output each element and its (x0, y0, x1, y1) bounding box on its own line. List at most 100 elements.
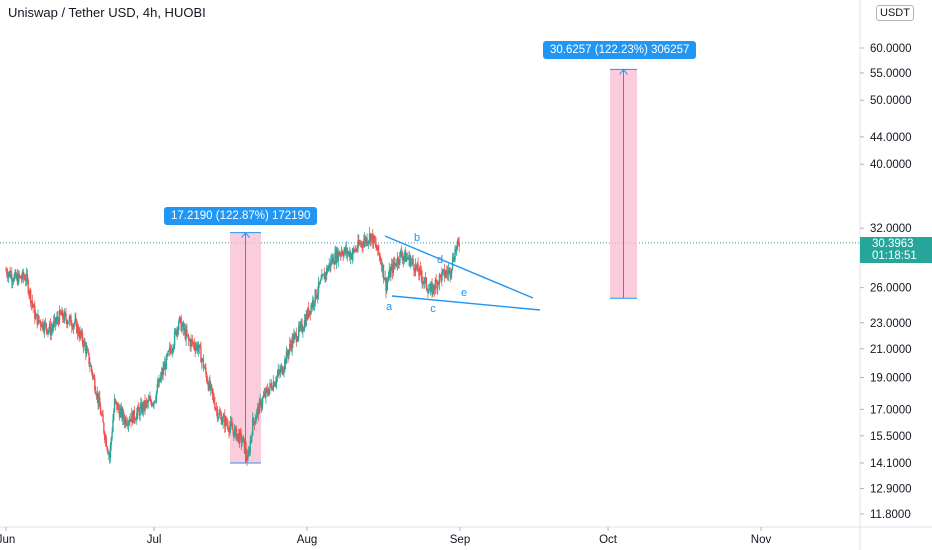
candle-body (252, 417, 255, 422)
candle (74, 312, 76, 327)
candle (13, 273, 15, 283)
candle (69, 315, 71, 321)
candle (40, 324, 43, 328)
candle-body (64, 312, 66, 314)
candle-body (222, 416, 224, 422)
candle (200, 341, 202, 363)
candle-body (381, 264, 384, 271)
candle-body (184, 328, 186, 339)
candle (20, 273, 23, 284)
candle (61, 306, 63, 316)
candle (279, 364, 281, 376)
candle-body (233, 430, 235, 437)
candle-body (372, 233, 374, 245)
candle-body (24, 277, 26, 281)
candle (250, 436, 252, 444)
candle (160, 367, 163, 384)
candle-body (373, 236, 376, 242)
candle-body (283, 368, 285, 373)
candle (211, 387, 214, 401)
candle (308, 310, 311, 318)
candle-body (449, 268, 451, 277)
candle (220, 411, 223, 426)
candle (136, 407, 138, 425)
candle (261, 398, 263, 414)
candle (441, 267, 443, 287)
candle-body (189, 340, 191, 347)
candle-body (255, 417, 257, 421)
candle (138, 407, 140, 420)
candle (446, 265, 449, 281)
candle (334, 246, 336, 265)
candle (44, 317, 47, 326)
candle-body (67, 322, 70, 324)
measure-label-1[interactable]: 17.2190 (122.87%) 172190 (164, 207, 318, 225)
price-tick-label: 32.0000 (870, 223, 912, 235)
candle (51, 321, 53, 336)
candle-body (23, 277, 25, 279)
candle (131, 407, 133, 423)
candle (429, 281, 432, 296)
candle (111, 427, 113, 442)
candle-body (364, 237, 367, 243)
candle (129, 413, 131, 422)
candle (363, 234, 365, 248)
candle-body (141, 403, 144, 413)
candle (10, 270, 12, 279)
candle (281, 365, 284, 376)
price-tick-label: 21.0000 (870, 344, 912, 356)
candle (338, 251, 340, 256)
candle-body (99, 397, 101, 407)
candle (76, 318, 78, 334)
candle (237, 433, 239, 442)
candle (24, 272, 26, 282)
candle (77, 323, 80, 337)
candle-body (279, 371, 281, 373)
candle-body (450, 273, 452, 277)
candle (226, 417, 228, 430)
candle-body (436, 281, 438, 289)
candle-body (208, 380, 210, 390)
candle (416, 261, 418, 271)
candle-body (437, 282, 440, 284)
candle-body (53, 321, 55, 328)
candle (321, 273, 324, 277)
candle-body (458, 242, 460, 247)
candle-body (94, 390, 97, 394)
candle (185, 325, 187, 347)
candle-body (333, 263, 335, 265)
measure-label-2[interactable]: 30.6257 (122.23%) 306257 (543, 41, 697, 59)
candle (266, 385, 268, 394)
candle-body (53, 317, 56, 322)
candle-body (25, 279, 27, 281)
candle (400, 245, 403, 258)
candle-body (168, 347, 171, 351)
candle (84, 338, 86, 346)
candle-body (211, 388, 214, 394)
candle-body (177, 328, 179, 331)
candle (167, 350, 169, 357)
candle (48, 327, 50, 335)
currency-badge[interactable]: USDT (876, 5, 914, 21)
candle (18, 270, 20, 283)
candle (353, 245, 355, 253)
candle (210, 381, 212, 396)
candle-body (108, 454, 110, 455)
candle-body (311, 305, 313, 307)
candle-body (170, 350, 173, 353)
candle (85, 342, 88, 357)
candle-body (151, 403, 154, 406)
candle (295, 327, 298, 347)
candle (445, 269, 447, 279)
candle-body (199, 344, 201, 348)
candle-body (89, 364, 91, 367)
candle-body (286, 351, 288, 355)
candle (388, 262, 390, 281)
candle-body (39, 321, 42, 326)
candle (272, 375, 275, 392)
candle-body (423, 281, 425, 283)
candle (410, 257, 413, 267)
candle (8, 270, 10, 278)
candle (198, 344, 200, 354)
